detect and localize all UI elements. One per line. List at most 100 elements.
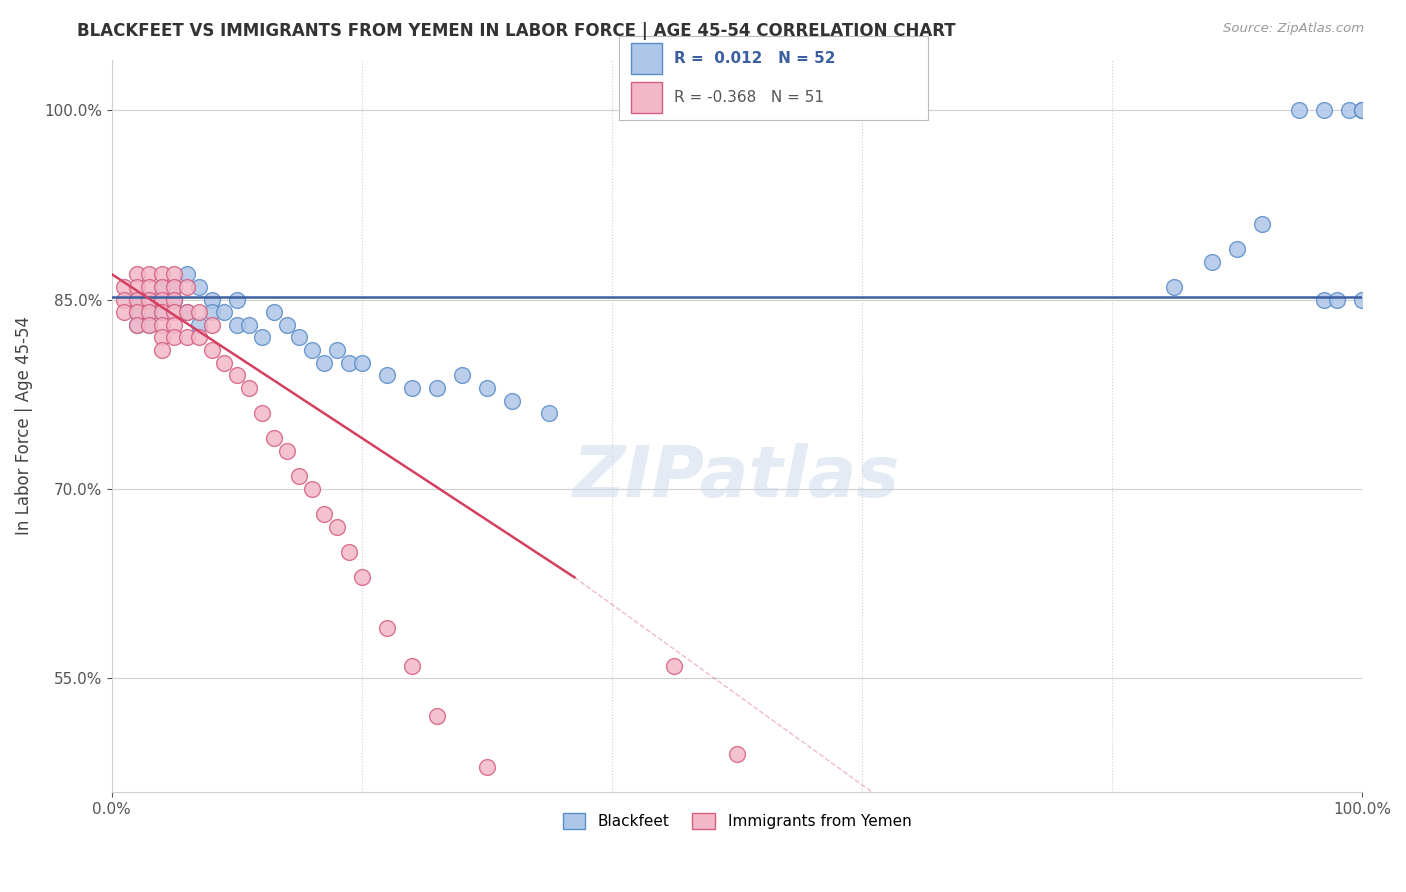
Point bbox=[475, 760, 498, 774]
Point bbox=[314, 356, 336, 370]
Point bbox=[214, 356, 236, 370]
Point bbox=[138, 267, 160, 281]
Text: BLACKFEET VS IMMIGRANTS FROM YEMEN IN LABOR FORCE | AGE 45-54 CORRELATION CHART: BLACKFEET VS IMMIGRANTS FROM YEMEN IN LA… bbox=[77, 22, 956, 40]
FancyBboxPatch shape bbox=[631, 44, 662, 74]
Point bbox=[125, 293, 148, 307]
Point bbox=[163, 280, 186, 294]
Point bbox=[1313, 103, 1336, 117]
Point bbox=[125, 267, 148, 281]
Point bbox=[138, 318, 160, 332]
FancyBboxPatch shape bbox=[631, 82, 662, 112]
Point bbox=[112, 305, 135, 319]
Point bbox=[1351, 103, 1374, 117]
Point bbox=[1326, 293, 1348, 307]
Text: R =  0.012   N = 52: R = 0.012 N = 52 bbox=[675, 51, 835, 66]
Point bbox=[163, 318, 186, 332]
Point bbox=[150, 330, 173, 344]
Point bbox=[314, 507, 336, 521]
Point bbox=[125, 318, 148, 332]
Point bbox=[426, 381, 449, 395]
Point bbox=[725, 747, 748, 761]
Point bbox=[238, 318, 260, 332]
Point bbox=[201, 293, 224, 307]
Point bbox=[401, 658, 423, 673]
Point bbox=[125, 318, 148, 332]
Point bbox=[1351, 103, 1374, 117]
Point bbox=[401, 381, 423, 395]
Point bbox=[163, 267, 186, 281]
Point bbox=[1351, 293, 1374, 307]
Point bbox=[125, 293, 148, 307]
Point bbox=[326, 520, 349, 534]
Point bbox=[288, 330, 311, 344]
Point bbox=[238, 381, 260, 395]
Point bbox=[201, 343, 224, 357]
Point bbox=[138, 293, 160, 307]
Legend: Blackfeet, Immigrants from Yemen: Blackfeet, Immigrants from Yemen bbox=[557, 807, 918, 836]
Point bbox=[138, 318, 160, 332]
Y-axis label: In Labor Force | Age 45-54: In Labor Force | Age 45-54 bbox=[15, 317, 32, 535]
Point bbox=[475, 381, 498, 395]
Text: ZIPatlas: ZIPatlas bbox=[574, 442, 901, 511]
Point bbox=[150, 293, 173, 307]
Point bbox=[138, 280, 160, 294]
Point bbox=[538, 406, 561, 420]
Point bbox=[112, 280, 135, 294]
Point bbox=[1339, 103, 1361, 117]
Point bbox=[337, 545, 360, 559]
Point bbox=[214, 305, 236, 319]
Point bbox=[225, 318, 247, 332]
Point bbox=[201, 305, 224, 319]
Point bbox=[163, 330, 186, 344]
Point bbox=[138, 293, 160, 307]
Point bbox=[250, 330, 273, 344]
Point bbox=[176, 330, 198, 344]
Point bbox=[276, 444, 298, 458]
Point bbox=[225, 368, 247, 383]
Point bbox=[150, 293, 173, 307]
Point bbox=[150, 267, 173, 281]
Point bbox=[664, 658, 686, 673]
Point bbox=[125, 305, 148, 319]
Point bbox=[426, 709, 449, 723]
Point bbox=[138, 305, 160, 319]
Point bbox=[125, 305, 148, 319]
Point bbox=[1351, 103, 1374, 117]
Point bbox=[176, 305, 198, 319]
Text: R = -0.368   N = 51: R = -0.368 N = 51 bbox=[675, 90, 824, 105]
Point bbox=[337, 356, 360, 370]
Point bbox=[288, 469, 311, 483]
Point bbox=[150, 305, 173, 319]
Point bbox=[1226, 242, 1249, 256]
Point bbox=[1163, 280, 1185, 294]
Point bbox=[163, 293, 186, 307]
Point bbox=[176, 267, 198, 281]
Point bbox=[1251, 217, 1274, 231]
Point bbox=[125, 280, 148, 294]
Point bbox=[501, 393, 523, 408]
Point bbox=[350, 356, 373, 370]
Point bbox=[225, 293, 247, 307]
Point bbox=[451, 368, 474, 383]
Point bbox=[250, 406, 273, 420]
Point bbox=[201, 318, 224, 332]
Point bbox=[263, 431, 285, 445]
Text: Source: ZipAtlas.com: Source: ZipAtlas.com bbox=[1223, 22, 1364, 36]
Point bbox=[1201, 254, 1223, 268]
Point bbox=[125, 293, 148, 307]
Point bbox=[125, 305, 148, 319]
Point bbox=[138, 305, 160, 319]
Point bbox=[188, 330, 211, 344]
Point bbox=[188, 305, 211, 319]
Point bbox=[301, 482, 323, 496]
Point bbox=[112, 293, 135, 307]
Point bbox=[1288, 103, 1310, 117]
Point bbox=[176, 280, 198, 294]
Point bbox=[150, 280, 173, 294]
Point bbox=[150, 318, 173, 332]
Point bbox=[263, 305, 285, 319]
Point bbox=[1313, 293, 1336, 307]
Point bbox=[163, 293, 186, 307]
Point bbox=[375, 368, 398, 383]
Point bbox=[150, 305, 173, 319]
